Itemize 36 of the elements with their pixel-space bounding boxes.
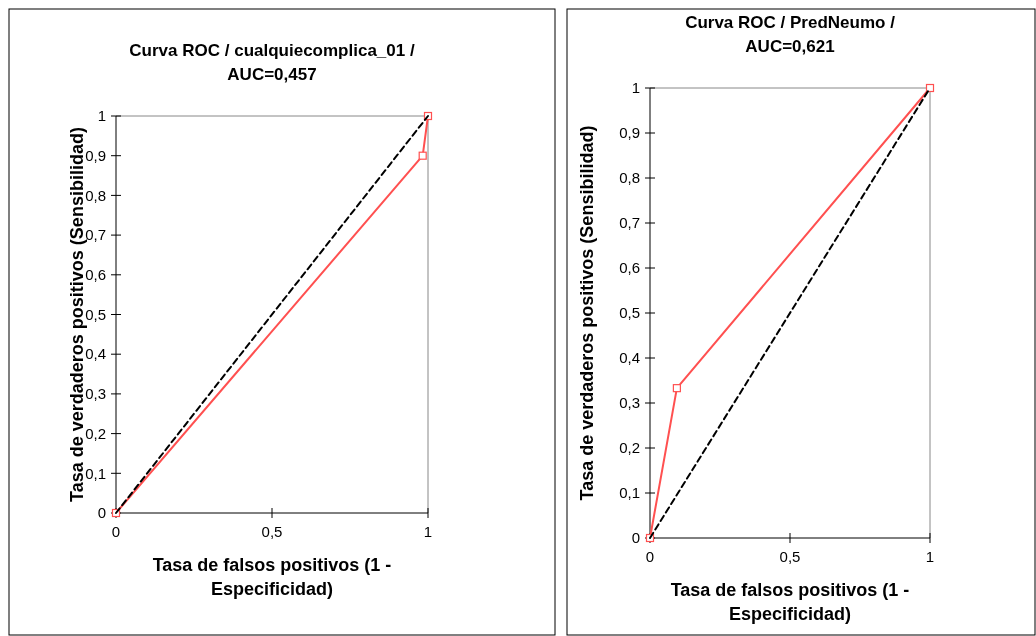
- y-axis-title: Tasa de verdaderos positivos (Sensibilidad): [577, 125, 597, 501]
- point: [925, 83, 935, 93]
- chart-title: Curva ROC / cualquiecomplica_01 / AUC=0,457: [129, 41, 415, 84]
- y-tick-label: 0,9: [619, 124, 640, 142]
- point: [418, 151, 427, 160]
- y-tick-label: 1: [97, 107, 106, 125]
- x-tick-label: 1: [423, 523, 433, 540]
- x-tick-label: 0: [645, 548, 655, 565]
- chart-title: Curva ROC / PredNeumo / AUC=0,621: [685, 13, 896, 56]
- y-tick-label: 0,9: [85, 146, 106, 164]
- x-tick-label: 1: [925, 548, 935, 565]
- y-tick-label: 1: [631, 79, 640, 97]
- y-tick-label: 0,6: [85, 266, 106, 284]
- x-axis-title: Tasa de falsos positivos (1 - Especificidad): [670, 580, 910, 624]
- y-tick-label: 0,4: [85, 345, 106, 363]
- y-tick-label: 0,5: [85, 305, 106, 323]
- y-tick-label: 0,3: [85, 385, 106, 403]
- y-tick-label: 0,2: [619, 439, 640, 457]
- x-tick-label: 0,5: [261, 523, 283, 540]
- y-tick-label: 0,8: [619, 169, 640, 187]
- x-axis-title: Tasa de falsos positivos (1 - Especificidad): [152, 555, 392, 599]
- y-tick-label: 0,5: [619, 304, 640, 322]
- y-axis-title: Tasa de verdaderos positivos (Sensibilidad): [67, 127, 87, 502]
- y-tick-label: 0,7: [85, 226, 106, 244]
- x-tick-label: 0,5: [779, 548, 801, 565]
- y-tick-label: 0,4: [619, 349, 640, 367]
- y-tick-label: 0,2: [85, 424, 106, 442]
- y-tick-label: 0,3: [619, 394, 640, 412]
- x-tick-label: 0: [111, 523, 121, 540]
- point: [672, 384, 681, 393]
- y-tick-label: 0: [97, 504, 106, 522]
- y-tick-label: 0,6: [619, 259, 640, 277]
- y-tick-label: 0,1: [619, 484, 640, 502]
- y-tick-label: 0,7: [619, 214, 640, 232]
- y-tick-label: 0,1: [85, 464, 106, 482]
- y-tick-label: 0,8: [85, 186, 106, 204]
